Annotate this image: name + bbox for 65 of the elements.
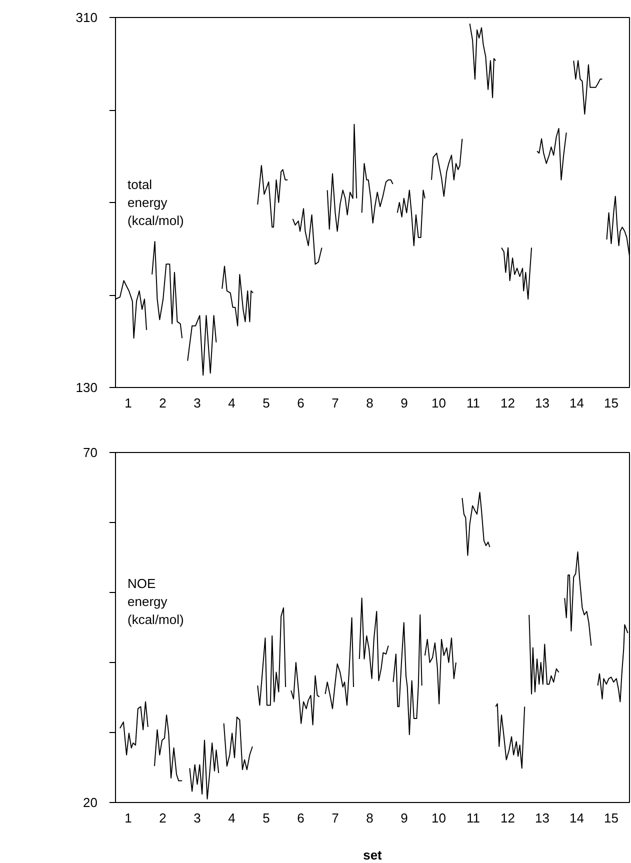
line-series	[222, 266, 254, 326]
x-tick-label: 2	[159, 810, 166, 826]
line-series	[292, 208, 322, 265]
y-tick-label: 310	[76, 10, 98, 25]
line-series	[536, 128, 567, 180]
x-tick-label: 5	[262, 396, 270, 410]
line-series	[358, 598, 389, 682]
x-tick-label: 12	[500, 810, 515, 826]
line-series	[501, 247, 532, 300]
x-tick-label: 14	[569, 810, 584, 826]
x-tick-label: 9	[400, 396, 408, 410]
x-tick-label: 11	[466, 810, 480, 826]
x-tick-label: 1	[124, 810, 132, 826]
line-series	[187, 315, 217, 376]
x-tick-label: 3	[194, 810, 201, 826]
x-tick-label: 8	[366, 396, 374, 410]
line-series	[430, 138, 463, 197]
x-tick-label: 15	[604, 810, 618, 826]
line-series	[396, 190, 426, 246]
x-tick-label: 10	[432, 396, 446, 410]
line-series	[469, 23, 496, 98]
x-tick-label: 13	[534, 396, 550, 410]
x-tick-label: 8	[366, 810, 374, 826]
line-series	[223, 716, 253, 770]
line-series	[392, 614, 422, 736]
line-series	[424, 638, 456, 704]
x-tick-label: 4	[228, 396, 236, 410]
line-series	[495, 703, 526, 769]
y-tick-label: 70	[83, 445, 98, 460]
line-series	[119, 701, 148, 756]
x-tick-label: 7	[332, 396, 339, 410]
x-tick-label: 13	[534, 810, 550, 826]
x-tick-label: 6	[297, 396, 304, 410]
line-series	[564, 551, 592, 646]
x-tick-label: 1	[124, 396, 132, 410]
line-series	[189, 740, 220, 800]
y-tick-label: 130	[76, 380, 98, 395]
line-series	[154, 714, 183, 782]
x-tick-label: 3	[194, 396, 201, 410]
y-axis-title: NOE energy (kcal/mol)	[128, 576, 184, 628]
line-series	[361, 162, 394, 224]
line-series	[462, 492, 490, 556]
x-tick-label: 2	[159, 396, 166, 410]
x-axis-title: set	[363, 848, 383, 862]
x-tick-label: 4	[228, 810, 236, 826]
line-series	[257, 607, 286, 706]
y-tick-label: 20	[83, 795, 98, 810]
line-series	[528, 614, 560, 694]
x-tick-label: 14	[569, 396, 584, 410]
x-tick-label: 9	[400, 810, 408, 826]
x-tick-label: 15	[604, 396, 618, 410]
x-tick-label: 5	[262, 810, 270, 826]
x-tick-label: 7	[332, 810, 339, 826]
line-series	[152, 241, 183, 339]
line-series	[116, 280, 148, 339]
line-series	[257, 165, 288, 228]
x-tick-label: 10	[432, 810, 446, 826]
line-series	[326, 124, 358, 232]
x-tick-label: 12	[500, 396, 515, 410]
x-tick-label: 11	[466, 396, 480, 410]
x-tick-label: 6	[297, 810, 304, 826]
line-series	[324, 617, 354, 710]
line-series	[573, 60, 603, 115]
y-axis-title: total energy (kcal/mol)	[128, 177, 184, 228]
line-series	[290, 662, 320, 726]
